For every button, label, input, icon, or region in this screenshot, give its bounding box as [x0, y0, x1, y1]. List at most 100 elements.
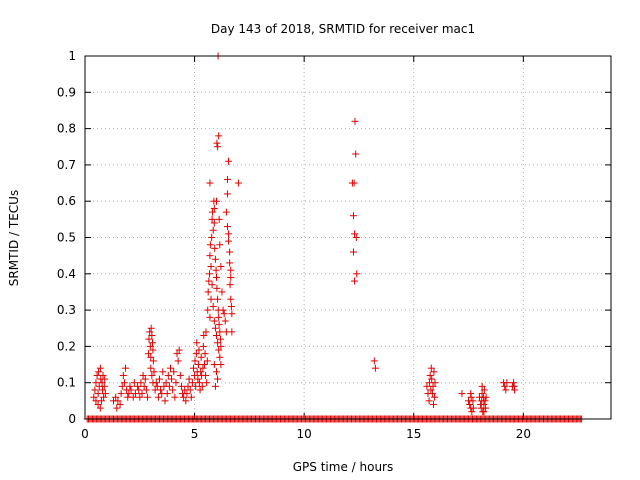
- data-point: [172, 379, 180, 387]
- data-point: [425, 397, 433, 405]
- data-point: [202, 371, 210, 379]
- x-axis-label: GPS time / hours: [293, 460, 394, 474]
- data-point: [205, 277, 213, 285]
- x-tick-label: 15: [406, 427, 421, 441]
- data-point: [143, 393, 151, 401]
- data-point: [150, 368, 158, 376]
- data-point: [146, 342, 154, 350]
- data-point: [350, 179, 358, 187]
- data-point: [207, 295, 215, 303]
- y-tick-label: 0: [68, 412, 76, 426]
- data-point: [227, 273, 235, 281]
- data-point: [145, 335, 153, 343]
- data-point: [458, 390, 466, 398]
- data-point: [351, 117, 359, 125]
- data-point: [200, 332, 208, 340]
- data-point: [197, 368, 205, 376]
- data-point: [162, 379, 170, 387]
- data-point: [428, 375, 436, 383]
- data-point: [353, 270, 361, 278]
- data-point: [211, 255, 219, 263]
- data-point: [214, 339, 222, 347]
- data-point: [223, 190, 231, 198]
- data-point: [226, 281, 234, 289]
- data-point: [223, 223, 231, 231]
- data-point: [112, 393, 120, 401]
- y-tick-label: 0.4: [57, 267, 76, 281]
- data-point: [153, 382, 161, 390]
- data-point: [214, 143, 222, 151]
- y-tick-label: 0.2: [57, 339, 76, 353]
- data-point: [154, 393, 162, 401]
- data-point: [222, 208, 230, 216]
- data-point: [211, 324, 219, 332]
- data-point: [114, 397, 122, 405]
- data-point: [137, 379, 145, 387]
- data-point: [217, 342, 225, 350]
- data-point: [169, 386, 177, 394]
- data-point: [429, 382, 437, 390]
- data-point: [180, 393, 188, 401]
- data-point: [215, 346, 223, 354]
- data-point: [116, 400, 124, 408]
- data-point: [142, 386, 150, 394]
- data-point: [431, 393, 439, 401]
- data-point: [227, 302, 235, 310]
- data-point: [214, 295, 222, 303]
- data-point: [166, 364, 174, 372]
- data-point: [215, 321, 223, 329]
- data-point: [182, 397, 190, 405]
- data-point: [208, 215, 216, 223]
- data-point: [94, 390, 102, 398]
- data-point: [217, 361, 225, 369]
- data-point: [191, 371, 199, 379]
- data-point: [174, 357, 182, 365]
- data-point: [217, 263, 225, 271]
- data-point: [211, 244, 219, 252]
- y-tick-label: 0.1: [57, 376, 76, 390]
- data-point: [161, 397, 169, 405]
- data-point: [206, 241, 214, 249]
- data-point: [173, 350, 181, 358]
- data-point: [427, 364, 435, 372]
- x-tick-label: 0: [81, 427, 89, 441]
- data-point: [148, 371, 156, 379]
- data-point: [481, 397, 489, 405]
- y-tick-label: 0.9: [57, 85, 76, 99]
- data-point: [187, 393, 195, 401]
- data-point: [428, 390, 436, 398]
- data-point: [98, 379, 106, 387]
- data-point: [177, 382, 185, 390]
- data-point: [129, 393, 137, 401]
- data-point: [198, 382, 206, 390]
- data-point: [119, 371, 127, 379]
- data-point: [185, 375, 193, 383]
- data-point: [125, 390, 133, 398]
- data-point: [430, 368, 438, 376]
- data-point: [193, 339, 201, 347]
- data-point: [195, 361, 203, 369]
- data-point: [503, 379, 511, 387]
- x-tick-label: 20: [516, 427, 531, 441]
- data-point: [510, 382, 518, 390]
- data-point: [183, 390, 191, 398]
- data-point: [208, 281, 216, 289]
- data-point: [208, 234, 216, 241]
- data-point: [165, 382, 173, 390]
- data-point: [195, 379, 203, 387]
- data-point: [135, 386, 143, 394]
- data-point: [141, 375, 149, 383]
- data-point: [427, 386, 435, 394]
- data-point: [225, 230, 233, 238]
- data-point: [206, 179, 214, 187]
- data-point: [228, 310, 236, 318]
- data-point: [100, 382, 108, 390]
- data-point: [149, 339, 157, 347]
- data-point: [370, 357, 378, 365]
- data-point: [195, 346, 203, 354]
- data-point: [216, 328, 224, 336]
- data-point: [120, 379, 128, 387]
- chart-title: Day 143 of 2018, SRMTID for receiver mac…: [211, 22, 475, 36]
- data-point: [131, 390, 139, 398]
